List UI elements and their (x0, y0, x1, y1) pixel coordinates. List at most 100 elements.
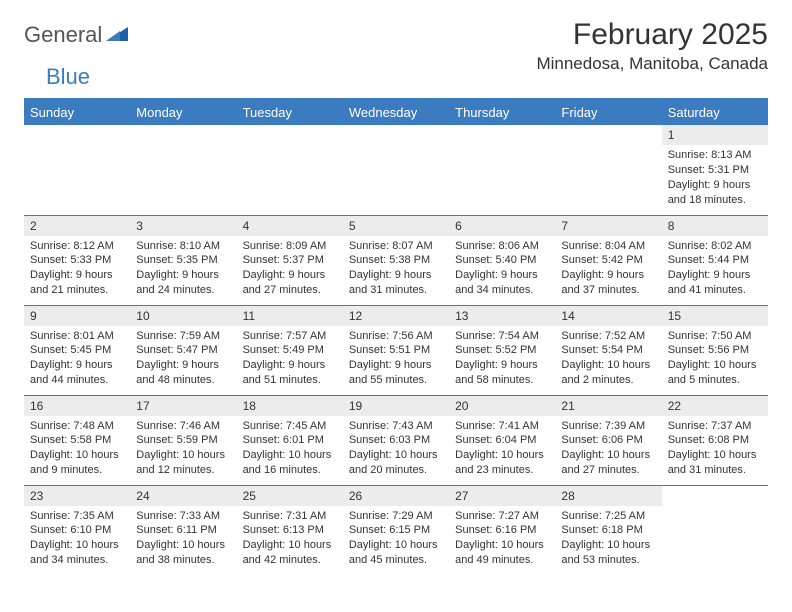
sunrise-text: Sunrise: 7:46 AM (136, 419, 230, 434)
day-number: 4 (237, 216, 343, 236)
sunrise-text: Sunrise: 7:27 AM (455, 509, 549, 524)
sunset-text: Sunset: 6:06 PM (561, 433, 655, 448)
sunset-text: Sunset: 6:03 PM (349, 433, 443, 448)
daylight-text: Daylight: 10 hours and 12 minutes. (136, 448, 230, 478)
calendar-day-cell: 2Sunrise: 8:12 AMSunset: 5:33 PMDaylight… (24, 215, 130, 305)
sunset-text: Sunset: 5:40 PM (455, 253, 549, 268)
sunrise-text: Sunrise: 7:37 AM (668, 419, 762, 434)
sunrise-text: Sunrise: 7:59 AM (136, 329, 230, 344)
day-number: 3 (130, 216, 236, 236)
daylight-text: Daylight: 10 hours and 5 minutes. (668, 358, 762, 388)
sunrise-text: Sunrise: 7:54 AM (455, 329, 549, 344)
sunset-text: Sunset: 6:16 PM (455, 523, 549, 538)
calendar-day-cell: 19Sunrise: 7:43 AMSunset: 6:03 PMDayligh… (343, 395, 449, 485)
day-details: Sunrise: 7:59 AMSunset: 5:47 PMDaylight:… (130, 326, 236, 388)
calendar-day-cell: 4Sunrise: 8:09 AMSunset: 5:37 PMDaylight… (237, 215, 343, 305)
sunrise-text: Sunrise: 8:04 AM (561, 239, 655, 254)
calendar-day-cell: 27Sunrise: 7:27 AMSunset: 6:16 PMDayligh… (449, 485, 555, 575)
day-details: Sunrise: 8:09 AMSunset: 5:37 PMDaylight:… (237, 236, 343, 298)
day-number: 24 (130, 486, 236, 506)
day-number: 13 (449, 306, 555, 326)
sunset-text: Sunset: 5:51 PM (349, 343, 443, 358)
calendar-day-cell: 18Sunrise: 7:45 AMSunset: 6:01 PMDayligh… (237, 395, 343, 485)
title-block: February 2025 Minnedosa, Manitoba, Canad… (536, 18, 768, 74)
calendar-day-cell (662, 485, 768, 575)
daylight-text: Daylight: 10 hours and 9 minutes. (30, 448, 124, 478)
col-friday: Friday (555, 99, 661, 125)
day-details: Sunrise: 7:27 AMSunset: 6:16 PMDaylight:… (449, 506, 555, 568)
day-number: 7 (555, 216, 661, 236)
calendar-day-cell: 23Sunrise: 7:35 AMSunset: 6:10 PMDayligh… (24, 485, 130, 575)
day-details: Sunrise: 7:39 AMSunset: 6:06 PMDaylight:… (555, 416, 661, 478)
sunrise-text: Sunrise: 8:10 AM (136, 239, 230, 254)
day-number: 10 (130, 306, 236, 326)
col-saturday: Saturday (662, 99, 768, 125)
day-number: 5 (343, 216, 449, 236)
calendar-day-cell: 20Sunrise: 7:41 AMSunset: 6:04 PMDayligh… (449, 395, 555, 485)
sunrise-text: Sunrise: 7:45 AM (243, 419, 337, 434)
day-details: Sunrise: 8:10 AMSunset: 5:35 PMDaylight:… (130, 236, 236, 298)
brand-part1: General (24, 22, 102, 48)
daylight-text: Daylight: 10 hours and 42 minutes. (243, 538, 337, 568)
daylight-text: Daylight: 10 hours and 34 minutes. (30, 538, 124, 568)
sunset-text: Sunset: 6:15 PM (349, 523, 443, 538)
daylight-text: Daylight: 10 hours and 27 minutes. (561, 448, 655, 478)
calendar-day-cell: 9Sunrise: 8:01 AMSunset: 5:45 PMDaylight… (24, 305, 130, 395)
sunrise-text: Sunrise: 7:56 AM (349, 329, 443, 344)
day-number: 21 (555, 396, 661, 416)
day-number: 19 (343, 396, 449, 416)
day-details: Sunrise: 7:33 AMSunset: 6:11 PMDaylight:… (130, 506, 236, 568)
sunrise-text: Sunrise: 7:31 AM (243, 509, 337, 524)
daylight-text: Daylight: 10 hours and 38 minutes. (136, 538, 230, 568)
day-number: 2 (24, 216, 130, 236)
daylight-text: Daylight: 10 hours and 16 minutes. (243, 448, 337, 478)
brand-part2: Blue (46, 64, 90, 90)
sunset-text: Sunset: 5:42 PM (561, 253, 655, 268)
calendar-week: 9Sunrise: 8:01 AMSunset: 5:45 PMDaylight… (24, 305, 768, 395)
day-details: Sunrise: 8:07 AMSunset: 5:38 PMDaylight:… (343, 236, 449, 298)
daylight-text: Daylight: 10 hours and 49 minutes. (455, 538, 549, 568)
calendar-day-cell: 11Sunrise: 7:57 AMSunset: 5:49 PMDayligh… (237, 305, 343, 395)
calendar-week: 16Sunrise: 7:48 AMSunset: 5:58 PMDayligh… (24, 395, 768, 485)
calendar-week: 1Sunrise: 8:13 AMSunset: 5:31 PMDaylight… (24, 125, 768, 215)
sunrise-text: Sunrise: 7:50 AM (668, 329, 762, 344)
daylight-text: Daylight: 9 hours and 18 minutes. (668, 178, 762, 208)
calendar-week: 23Sunrise: 7:35 AMSunset: 6:10 PMDayligh… (24, 485, 768, 575)
sunset-text: Sunset: 6:01 PM (243, 433, 337, 448)
sunrise-text: Sunrise: 7:52 AM (561, 329, 655, 344)
day-details: Sunrise: 7:48 AMSunset: 5:58 PMDaylight:… (24, 416, 130, 478)
col-tuesday: Tuesday (237, 99, 343, 125)
daylight-text: Daylight: 9 hours and 41 minutes. (668, 268, 762, 298)
col-wednesday: Wednesday (343, 99, 449, 125)
sunset-text: Sunset: 5:49 PM (243, 343, 337, 358)
day-details: Sunrise: 7:37 AMSunset: 6:08 PMDaylight:… (662, 416, 768, 478)
col-thursday: Thursday (449, 99, 555, 125)
sunrise-text: Sunrise: 7:29 AM (349, 509, 443, 524)
calendar-day-cell: 13Sunrise: 7:54 AMSunset: 5:52 PMDayligh… (449, 305, 555, 395)
daylight-text: Daylight: 10 hours and 45 minutes. (349, 538, 443, 568)
day-number: 14 (555, 306, 661, 326)
calendar-day-cell: 22Sunrise: 7:37 AMSunset: 6:08 PMDayligh… (662, 395, 768, 485)
calendar-day-cell: 5Sunrise: 8:07 AMSunset: 5:38 PMDaylight… (343, 215, 449, 305)
calendar-day-cell: 3Sunrise: 8:10 AMSunset: 5:35 PMDaylight… (130, 215, 236, 305)
sunrise-text: Sunrise: 8:02 AM (668, 239, 762, 254)
sunset-text: Sunset: 6:13 PM (243, 523, 337, 538)
calendar-table: Sunday Monday Tuesday Wednesday Thursday… (24, 98, 768, 575)
calendar-day-cell: 1Sunrise: 8:13 AMSunset: 5:31 PMDaylight… (662, 125, 768, 215)
day-number: 15 (662, 306, 768, 326)
day-number: 27 (449, 486, 555, 506)
calendar-day-cell: 10Sunrise: 7:59 AMSunset: 5:47 PMDayligh… (130, 305, 236, 395)
calendar-week: 2Sunrise: 8:12 AMSunset: 5:33 PMDaylight… (24, 215, 768, 305)
calendar-day-cell: 7Sunrise: 8:04 AMSunset: 5:42 PMDaylight… (555, 215, 661, 305)
brand-logo: General (24, 18, 130, 48)
sunset-text: Sunset: 5:45 PM (30, 343, 124, 358)
day-details: Sunrise: 7:50 AMSunset: 5:56 PMDaylight:… (662, 326, 768, 388)
location-text: Minnedosa, Manitoba, Canada (536, 54, 768, 74)
day-details: Sunrise: 7:29 AMSunset: 6:15 PMDaylight:… (343, 506, 449, 568)
day-details: Sunrise: 7:54 AMSunset: 5:52 PMDaylight:… (449, 326, 555, 388)
day-number: 25 (237, 486, 343, 506)
day-details: Sunrise: 8:12 AMSunset: 5:33 PMDaylight:… (24, 236, 130, 298)
sunset-text: Sunset: 5:31 PM (668, 163, 762, 178)
sunset-text: Sunset: 5:35 PM (136, 253, 230, 268)
daylight-text: Daylight: 9 hours and 51 minutes. (243, 358, 337, 388)
